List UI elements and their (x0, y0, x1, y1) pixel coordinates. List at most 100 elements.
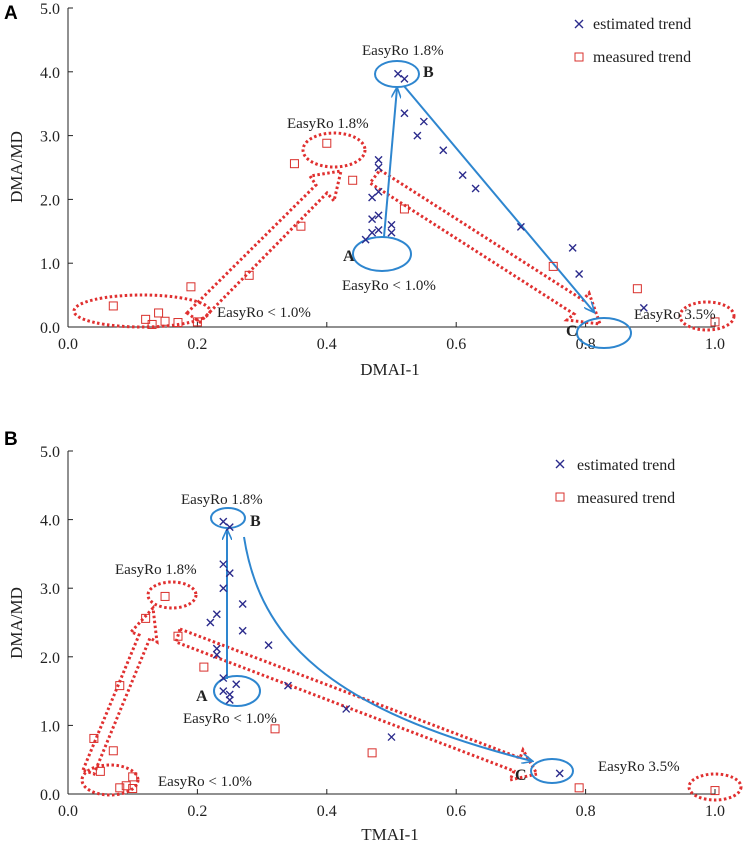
panel-b-measured-point (95, 766, 105, 776)
panel-a-measured-point (348, 175, 358, 185)
panel-a-measured-point (322, 138, 332, 148)
panel-a-measured-point (160, 316, 170, 326)
panel-b-estimated-point (225, 696, 234, 705)
panel-b-estimated-point (232, 680, 241, 689)
panel-a-estimated-point (413, 131, 422, 140)
panel-b-measured-point (160, 591, 170, 601)
panel-a-ellipse-b (301, 131, 367, 169)
panel-a-y-tick-label: 3.0 (40, 129, 60, 146)
panel-b-estimated-point (219, 584, 228, 593)
panel-a-easyro-b-est: EasyRo 1.8% (362, 43, 444, 59)
panel-a-easyro-a-est: EasyRo < 1.0% (342, 278, 436, 294)
panel-b-legend-estimated-label: estimated trend (577, 457, 675, 474)
panel-a-y-label: DMA/MD (7, 131, 26, 203)
panel-a-x-tick-label: 0.2 (187, 336, 207, 353)
panel-a-ellipse-est-a (352, 236, 412, 272)
panel-b-point-a: A (196, 688, 208, 705)
panel-a-y-tick-label: 2.0 (40, 192, 60, 209)
panel-a-estimated-point (419, 117, 428, 126)
panel-a-legend-estimated-label: estimated trend (593, 16, 691, 33)
panel-b-measured-point (89, 733, 99, 743)
panel-b-measured-guides (81, 604, 540, 783)
panel-b-estimated-point (219, 560, 228, 569)
panel-b-estimated-point (283, 681, 292, 690)
panel-b-x-label: TMAI-1 (361, 825, 419, 844)
panel-b-legend-measured: measured trend (555, 490, 675, 507)
panel-a-estimated-guides (352, 60, 632, 349)
panel-letter-a: A (4, 3, 18, 24)
panel-b-x-tick-label: 0.8 (576, 803, 596, 820)
panel-a-measured-ellipses (72, 131, 736, 332)
panel-a-x-label: DMAI-1 (360, 360, 420, 379)
panel-a-estimated-point (575, 270, 584, 279)
panel-a-x-tick-label: 1.0 (705, 336, 725, 353)
panel-a-measured-point (108, 301, 118, 311)
panel-b-point-b: B (250, 513, 261, 530)
panel-b-estimated-point (212, 610, 221, 619)
panel-b-ellipse-a (80, 763, 140, 797)
panel-a-y-tick-label: 4.0 (40, 65, 60, 82)
panel-b-legend-estimated: estimated trend (555, 457, 675, 474)
panel-a-guide-arrow-down (367, 167, 603, 326)
panel-b-estimated-point (219, 674, 228, 683)
panel-a-ellipse-est-c (576, 317, 632, 349)
panel-b-legend: estimated trend measured trend (555, 457, 675, 507)
panel-a-x-tick-label: 0.0 (58, 336, 78, 353)
panel-a-legend: estimated trend measured trend (574, 16, 691, 66)
panel-a-legend-measured: measured trend (574, 49, 691, 66)
panel-b-estimated-point (238, 626, 247, 635)
panel-a-estimated-point (368, 228, 377, 237)
panel-b-measured-point (115, 681, 125, 691)
panel-a-estimated-point (458, 171, 467, 180)
panel-b-y-ticks: 0.0 1.0 2.0 3.0 4.0 5.0 (40, 444, 73, 804)
panel-b-easyro-a-meas: EasyRo < 1.0% (158, 774, 252, 790)
panel-a-measured-guides (184, 167, 603, 326)
panel-a-point-a: A (343, 248, 355, 265)
panel-a-easyro-b-meas: EasyRo 1.8% (287, 116, 369, 132)
panel-b-estimated-point (225, 523, 234, 532)
panel-a-y-tick-label: 5.0 (40, 1, 60, 18)
panel-a-guide-arrow-up (184, 169, 343, 324)
panel-b-estimated-point (238, 599, 247, 608)
panel-a-measured-point (244, 270, 254, 280)
panel-b-easyro-c: EasyRo 3.5% (598, 759, 680, 775)
panel-b-y-tick-label: 1.0 (40, 718, 60, 735)
panel-b-guide-arrow-down (174, 627, 540, 783)
panel-b-estimated-point (219, 687, 228, 696)
panel-b-estimated-point (212, 650, 221, 659)
panel-b-estimated-point (342, 704, 351, 713)
panel-a-estimated-point (471, 184, 480, 193)
panel-a-measured-point (141, 314, 151, 324)
panel-a-measured-point (548, 261, 558, 271)
panel-b-estimated-point (212, 644, 221, 653)
panel-a-point-b: B (423, 64, 434, 81)
panel-b-legend-measured-label: measured trend (577, 490, 675, 507)
panel-a-ellipse-c (678, 300, 736, 332)
panel-a-measured-point (173, 318, 183, 328)
panel-a-measured-point (710, 317, 720, 327)
panel-b-x-tick-label: 0.6 (446, 803, 466, 820)
panel-letter-b: B (4, 429, 18, 450)
panel-b-measured-point (108, 746, 118, 756)
panel-a-estimated-point (374, 155, 383, 164)
panel-a-measured-point (154, 308, 164, 318)
panel-a-measured-point (147, 319, 157, 329)
panel-a-measured-point (399, 204, 409, 214)
panel-a-easyro-a-meas: EasyRo < 1.0% (217, 305, 311, 321)
panel-b-legend-square-marker (555, 492, 565, 502)
panel-b-y-tick-label: 0.0 (40, 787, 60, 804)
panel-a-ellipse-a (72, 293, 212, 329)
panel-a-arrow-b-to-c (403, 85, 594, 312)
panel-a-estimated-point (568, 243, 577, 252)
panel-a-estimated-point (393, 69, 402, 78)
panel-a-estimated-point (639, 303, 648, 312)
panel-b-measured-point (141, 613, 151, 623)
panel-b-ellipse-est-c (530, 758, 574, 784)
panel-b-guide-arrow-up (81, 604, 159, 776)
panel-b-estimated-series (206, 517, 564, 778)
panel-a-easyro-c: EasyRo 3.5% (634, 307, 716, 323)
panel-a-legend-x-marker (574, 19, 584, 29)
panel-a-measured-point (289, 159, 299, 169)
panel-b: B 0.01.02.03.04.05.0 0.0 0.2 0.4 0.6 0.8 1.0 … (4, 429, 743, 844)
